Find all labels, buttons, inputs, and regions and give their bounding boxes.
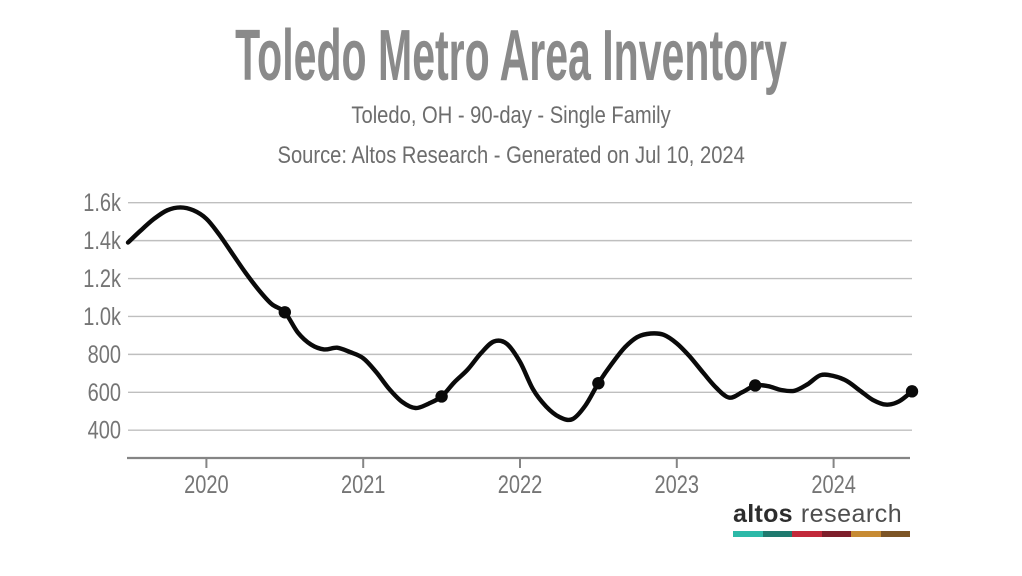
y-tick-label: 1.0k bbox=[83, 303, 121, 331]
y-tick-label: 800 bbox=[88, 341, 121, 369]
y-tick-label: 1.2k bbox=[83, 265, 121, 293]
chart-subtitle-text: Toledo, OH - 90-day - Single Family bbox=[351, 102, 671, 129]
y-tick-label: 400 bbox=[88, 417, 121, 445]
logo-bar-segment bbox=[792, 531, 822, 537]
chart-subtitle: Toledo, OH - 90-day - Single Family bbox=[0, 104, 1022, 128]
data-point-marker bbox=[592, 376, 605, 390]
inventory-series-line bbox=[125, 205, 915, 423]
brand-logo: altos research bbox=[733, 501, 910, 537]
logo-bar-segment bbox=[821, 531, 851, 537]
brand-name-secondary: research bbox=[800, 500, 903, 528]
y-tick-label: 1.6k bbox=[83, 189, 121, 217]
source-line-text: Source: Altos Research - Generated on Ju… bbox=[277, 142, 745, 169]
page-title-text: Toledo Metro Area Inventory bbox=[235, 16, 787, 96]
y-tick-label: 1.4k bbox=[83, 227, 121, 255]
x-tick-label: 2023 bbox=[655, 471, 699, 499]
y-tick-label: 600 bbox=[88, 379, 121, 407]
data-point-marker bbox=[278, 306, 291, 319]
logo-bar-segment bbox=[733, 531, 763, 537]
data-point-marker bbox=[749, 379, 762, 392]
x-tick-label: 2021 bbox=[341, 471, 385, 499]
logo-bar-segment bbox=[880, 531, 910, 537]
brand-color-bar bbox=[733, 531, 910, 537]
logo-bar-segment bbox=[762, 531, 792, 537]
x-tick-label: 2020 bbox=[184, 471, 228, 499]
data-point-marker bbox=[435, 390, 448, 403]
page-title: Toledo Metro Area Inventory bbox=[0, 20, 1022, 92]
x-tick-label: 2022 bbox=[498, 471, 542, 499]
brand-name-primary: altos bbox=[733, 500, 793, 528]
source-line: Source: Altos Research - Generated on Ju… bbox=[0, 144, 1022, 168]
logo-bar-segment bbox=[851, 531, 881, 537]
x-tick-label: 2024 bbox=[811, 471, 855, 499]
data-point-marker bbox=[905, 385, 919, 398]
brand-logo-text: altos research bbox=[733, 501, 910, 527]
